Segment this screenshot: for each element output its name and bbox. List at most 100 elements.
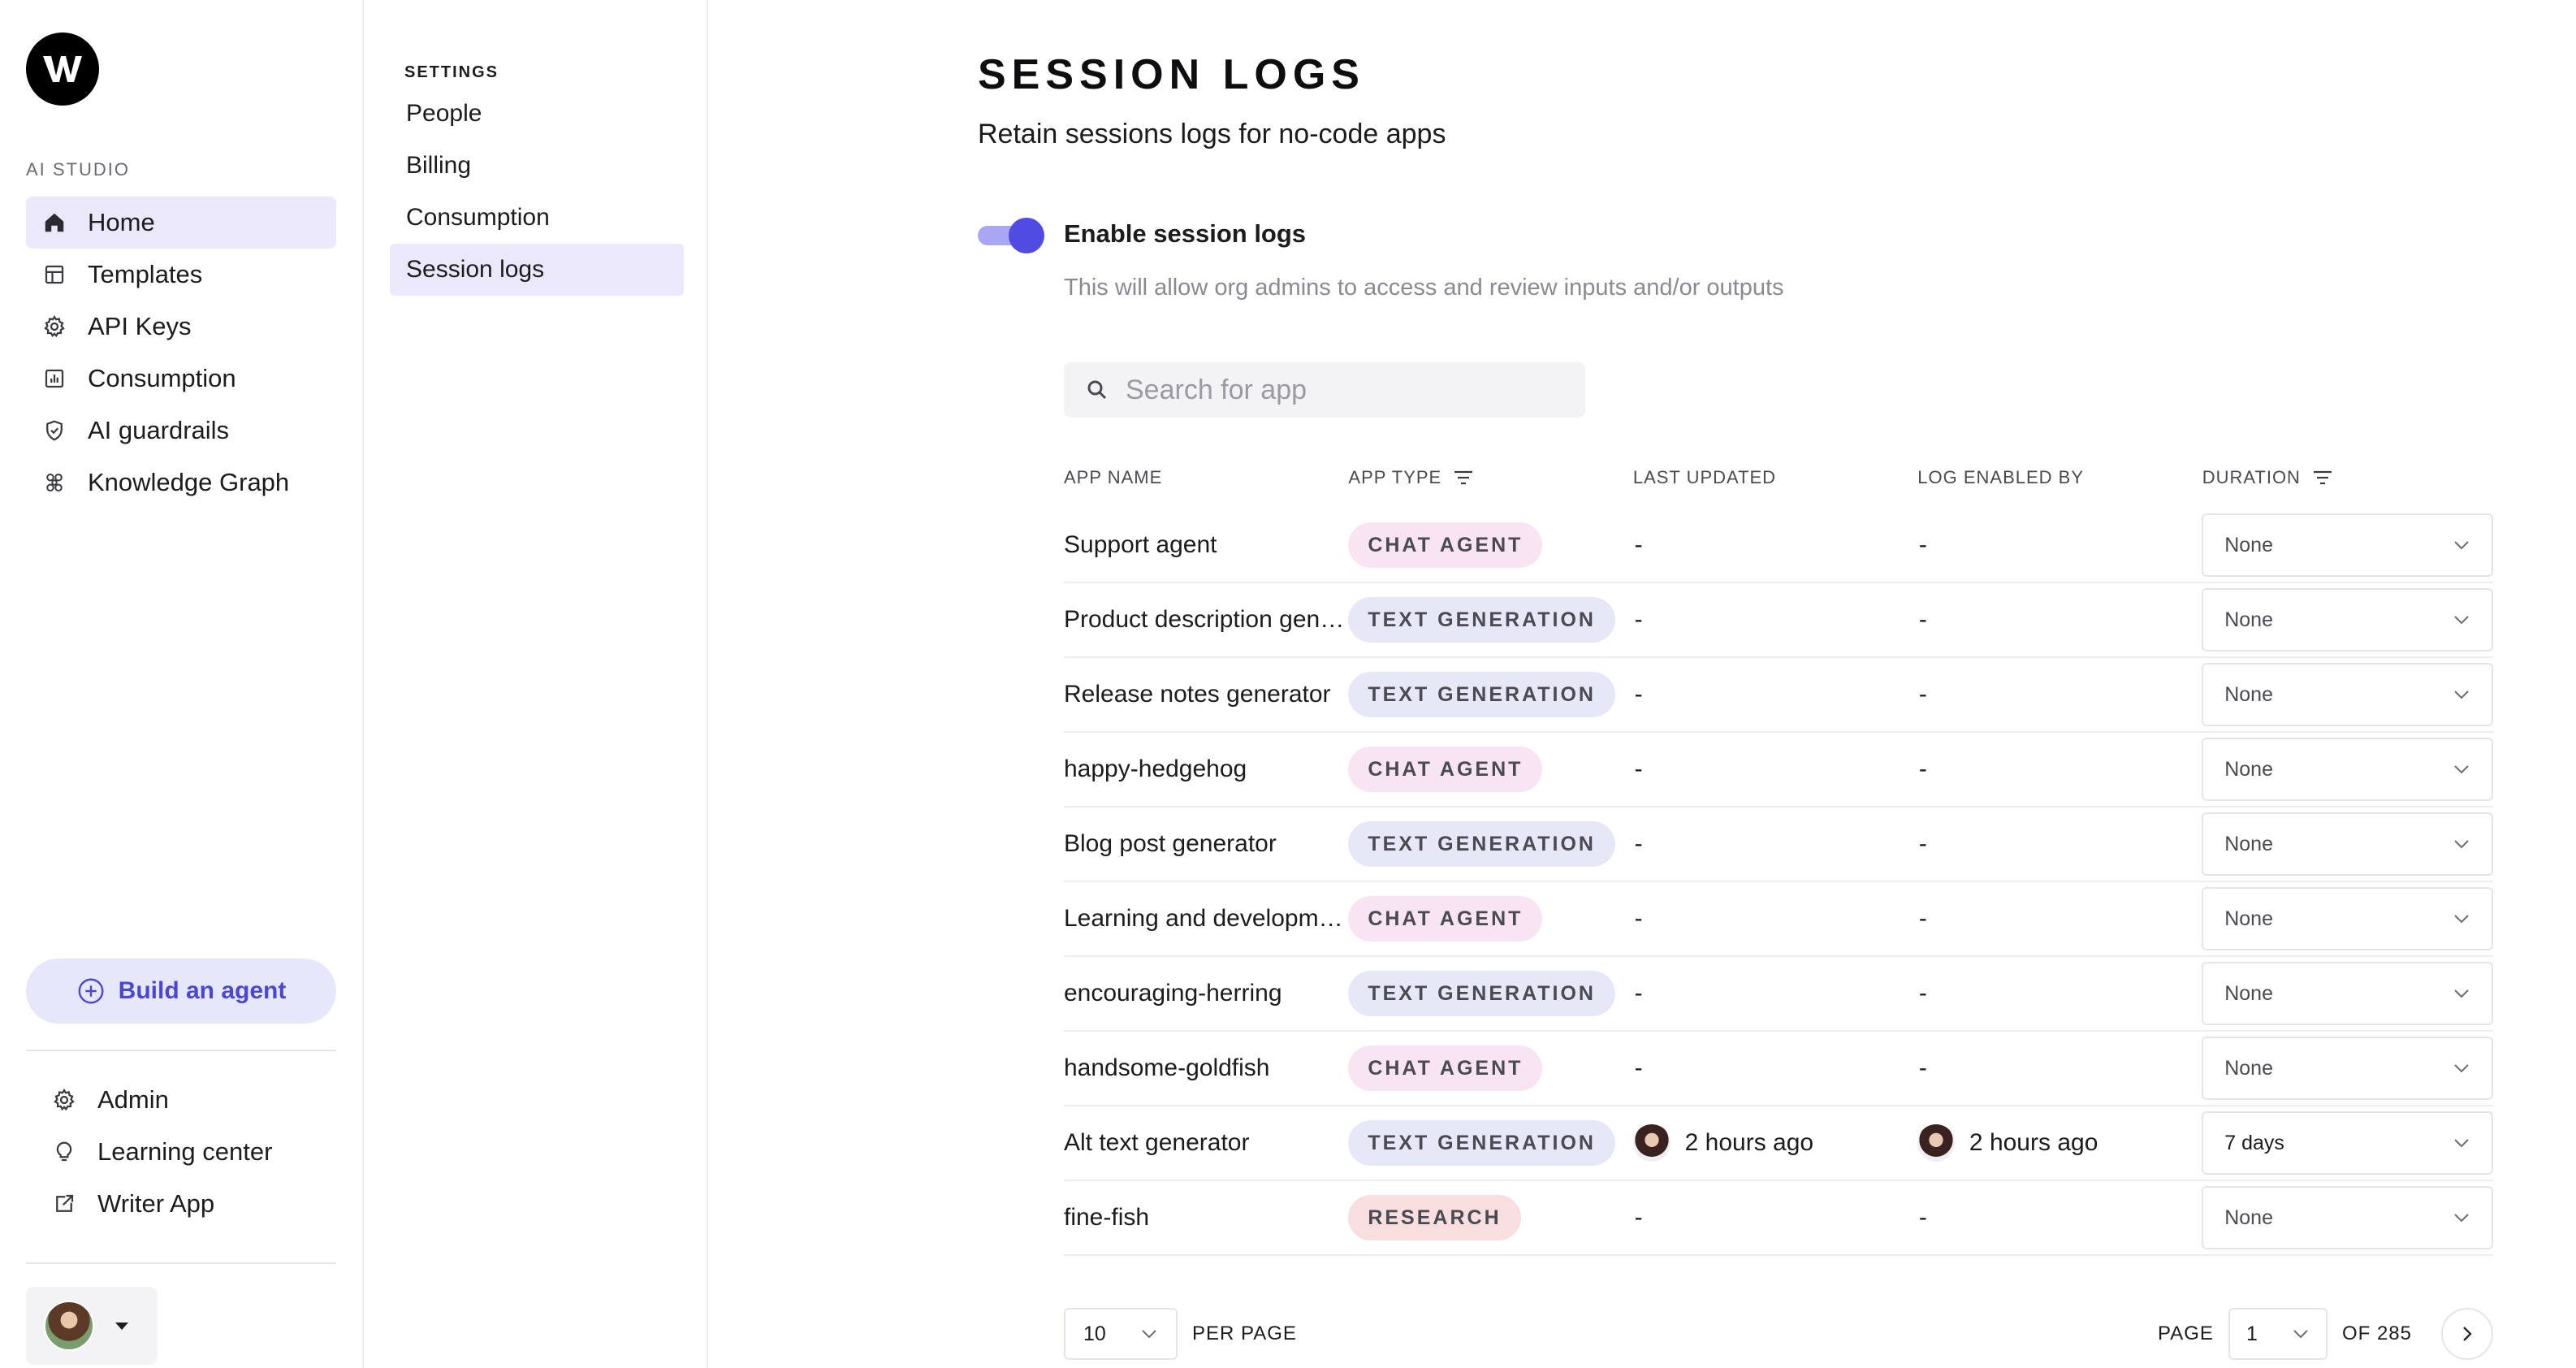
last-updated: - — [1634, 1054, 1643, 1081]
plus-circle-icon — [78, 978, 104, 1004]
app-name[interactable]: Release notes generator — [1064, 681, 1331, 708]
chevron-down-icon — [2454, 915, 2469, 924]
settings-item-session-logs[interactable]: Session logs — [390, 244, 684, 296]
last-updated: - — [1634, 606, 1643, 633]
table-row: fine-fish RESEARCH - - None — [1064, 1181, 2493, 1256]
log-enabled-by: - — [1918, 606, 1927, 633]
nav-item-label: Writer App — [97, 1189, 215, 1218]
lightbulb-icon — [50, 1138, 78, 1166]
nav-item-writer-app[interactable]: Writer App — [37, 1178, 336, 1230]
chevron-down-icon — [2454, 989, 2469, 998]
user-menu-button[interactable] — [26, 1287, 158, 1365]
app-name[interactable]: Learning and development — [1064, 905, 1349, 932]
writer-logo-icon — [43, 56, 82, 82]
last-updated: 2 hours ago — [1632, 1124, 1917, 1162]
duration-select[interactable]: None — [2202, 738, 2493, 801]
search-input[interactable] — [1126, 374, 1564, 406]
nav-item-consumption[interactable]: Consumption — [26, 353, 336, 405]
log-enabled-by: - — [1918, 1054, 1927, 1081]
app-name[interactable]: Alt text generator — [1064, 1129, 1250, 1156]
page-controls: PAGE 1 OF 285 — [2158, 1308, 2493, 1360]
duration-select[interactable]: None — [2202, 1186, 2493, 1249]
table-header: APP NAME APP TYPE LAST UPDATED LOG ENABL… — [1064, 447, 2493, 509]
nav-item-admin[interactable]: Admin — [37, 1074, 336, 1126]
session-logs-toggle[interactable] — [978, 216, 1044, 253]
app-name[interactable]: Support agent — [1064, 531, 1217, 558]
chevron-down-icon — [2454, 616, 2469, 625]
app-name[interactable]: Product description generator — [1064, 606, 1348, 633]
nav-item-knowledge-graph[interactable]: Knowledge Graph — [26, 457, 336, 509]
column-header-app-name: APP NAME — [1064, 467, 1163, 487]
duration-select[interactable]: None — [2202, 588, 2493, 652]
last-updated: - — [1634, 1204, 1643, 1231]
duration-select[interactable]: None — [2202, 663, 2493, 726]
build-agent-button[interactable]: Build an agent — [26, 959, 336, 1024]
log-enabled-by: - — [1918, 681, 1927, 708]
log-enabled-by: - — [1918, 980, 1927, 1007]
nav-item-ai-guardrails[interactable]: AI guardrails — [26, 405, 336, 457]
writer-logo[interactable] — [26, 32, 99, 106]
chevron-down-icon — [2454, 1139, 2469, 1148]
duration-select[interactable]: None — [2202, 1037, 2493, 1100]
filter-icon[interactable] — [1453, 470, 1474, 486]
duration-select[interactable]: 7 days — [2202, 1111, 2494, 1175]
column-header-label: APP TYPE — [1348, 467, 1442, 487]
page-value: 1 — [2245, 1322, 2258, 1345]
duration-value: None — [2224, 832, 2273, 855]
settings-item-people[interactable]: People — [406, 100, 482, 127]
duration-select[interactable]: None — [2202, 513, 2493, 577]
last-updated: - — [1634, 905, 1643, 932]
secondary-nav: Admin Learning center Writer App — [37, 1074, 336, 1230]
duration-value: None — [2224, 1056, 2273, 1080]
filter-icon[interactable] — [2312, 470, 2333, 486]
settings-sidebar: SETTINGS People Billing Consumption Sess… — [365, 0, 708, 1368]
nav-item-templates[interactable]: Templates — [26, 249, 336, 301]
nav-item-api-keys[interactable]: API Keys — [26, 301, 336, 353]
log-enabled-by: - — [1918, 1204, 1927, 1231]
duration-select[interactable]: None — [2202, 812, 2493, 876]
per-page-select[interactable]: 10 — [1064, 1308, 1178, 1360]
chevron-down-icon — [2454, 1214, 2469, 1223]
per-page-value: 10 — [1083, 1322, 1106, 1345]
next-page-button[interactable] — [2441, 1308, 2493, 1360]
nav-item-label: Admin — [97, 1085, 169, 1114]
log-enabled-by: - — [1918, 531, 1927, 558]
settings-item-consumption[interactable]: Consumption — [406, 204, 550, 231]
app-name[interactable]: encouraging-herring — [1064, 980, 1282, 1007]
column-header-last-updated: LAST UPDATED — [1632, 467, 1777, 487]
app-type-badge: TEXT GENERATION — [1348, 1120, 1615, 1166]
user-avatar — [1632, 1124, 1671, 1162]
app-name[interactable]: happy-hedgehog — [1064, 755, 1247, 782]
app-type-badge: TEXT GENERATION — [1348, 672, 1615, 717]
nav-item-learning-center[interactable]: Learning center — [37, 1126, 336, 1178]
duration-select[interactable]: None — [2202, 962, 2493, 1025]
column-header-label: DURATION — [2202, 467, 2301, 487]
per-page-label: PER PAGE — [1192, 1323, 1297, 1344]
app-name[interactable]: Blog post generator — [1064, 830, 1277, 857]
main-content: SESSION LOGS Retain sessions logs for no… — [710, 0, 2576, 1368]
duration-value: 7 days — [2224, 1131, 2284, 1154]
duration-select[interactable]: None — [2202, 887, 2493, 950]
page-total: OF 285 — [2341, 1323, 2412, 1344]
column-header-app-type: APP TYPE — [1348, 467, 1632, 488]
duration-value: None — [2224, 608, 2273, 631]
app-name[interactable]: handsome-goldfish — [1064, 1054, 1270, 1081]
chevron-down-icon — [2454, 840, 2469, 849]
consumption-icon — [41, 365, 68, 392]
app-name[interactable]: fine-fish — [1064, 1204, 1150, 1231]
section-label: AI STUDIO — [26, 159, 131, 180]
nav-item-home[interactable]: Home — [26, 197, 336, 249]
duration-value: None — [2224, 533, 2273, 556]
nav-item-label: API Keys — [88, 312, 192, 340]
build-agent-label: Build an agent — [118, 977, 287, 1004]
table-row: Support agent CHAT AGENT - - None — [1064, 509, 2493, 583]
page-select[interactable]: 1 — [2228, 1308, 2327, 1360]
duration-value: None — [2224, 907, 2273, 930]
log-enabled-by: 2 hours ago — [1917, 1124, 2202, 1162]
settings-item-billing[interactable]: Billing — [406, 152, 472, 179]
toggle-label: Enable session logs — [1064, 219, 1307, 248]
search-icon — [1087, 380, 1107, 400]
nav-item-label: Knowledge Graph — [88, 468, 290, 496]
chevron-down-icon — [1142, 1330, 1156, 1339]
settings-label: SETTINGS — [404, 63, 499, 81]
